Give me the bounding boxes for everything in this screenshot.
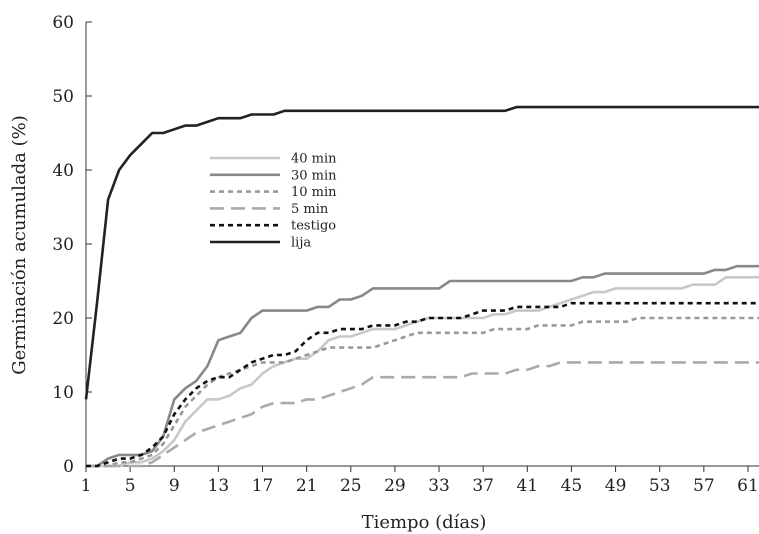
- x-tick-label: 13: [208, 476, 230, 496]
- x-tick-label: 25: [340, 476, 362, 496]
- y-tick-label: 10: [52, 383, 74, 403]
- x-tick-label: 33: [428, 476, 450, 496]
- series-line-10-min: [86, 316, 759, 468]
- x-tick-label: 21: [296, 476, 318, 496]
- x-tick-label: 49: [605, 476, 627, 496]
- legend-label: 5 min: [291, 202, 329, 217]
- y-tick-label: 20: [52, 309, 74, 329]
- y-tick-label: 30: [52, 235, 74, 255]
- legend-label: 30 min: [291, 168, 337, 183]
- x-tick-label: 53: [649, 476, 671, 496]
- x-tick-label: 9: [169, 476, 180, 496]
- x-tick-label: 1: [81, 476, 92, 496]
- series-line-30-min: [86, 264, 759, 468]
- x-tick-label: 5: [125, 476, 136, 496]
- x-axis-title: Tiempo (días): [362, 512, 487, 533]
- axes: 0 10 20 30 40 50 60 1 5 9 13 17 21 25 29 33 37 41 45 49 53 57…: [52, 13, 759, 496]
- legend-label: 40 min: [291, 152, 337, 167]
- legend-label: lija: [291, 236, 311, 251]
- y-tick-label: 60: [52, 13, 74, 33]
- x-tick-label: 37: [472, 476, 494, 496]
- x-tick-label: 29: [384, 476, 406, 496]
- y-axis-title: Germinación acumulada (%): [9, 115, 30, 374]
- x-tick-label: 41: [516, 476, 538, 496]
- legend-label: 10 min: [291, 185, 337, 200]
- x-tick-label: 45: [561, 476, 583, 496]
- x-tick-label: 17: [252, 476, 274, 496]
- legend-label: testigo: [291, 219, 336, 234]
- y-tick-label: 40: [52, 161, 74, 181]
- series-line-5-min: [86, 361, 759, 468]
- x-tick-label: 61: [737, 476, 759, 496]
- y-tick-label: 50: [52, 87, 74, 107]
- series-line-lija: [84, 105, 759, 400]
- y-tick-label: 0: [63, 457, 74, 477]
- x-tick-label: 57: [693, 476, 715, 496]
- series-line-testigo: [86, 301, 759, 468]
- series-lines: [84, 105, 759, 468]
